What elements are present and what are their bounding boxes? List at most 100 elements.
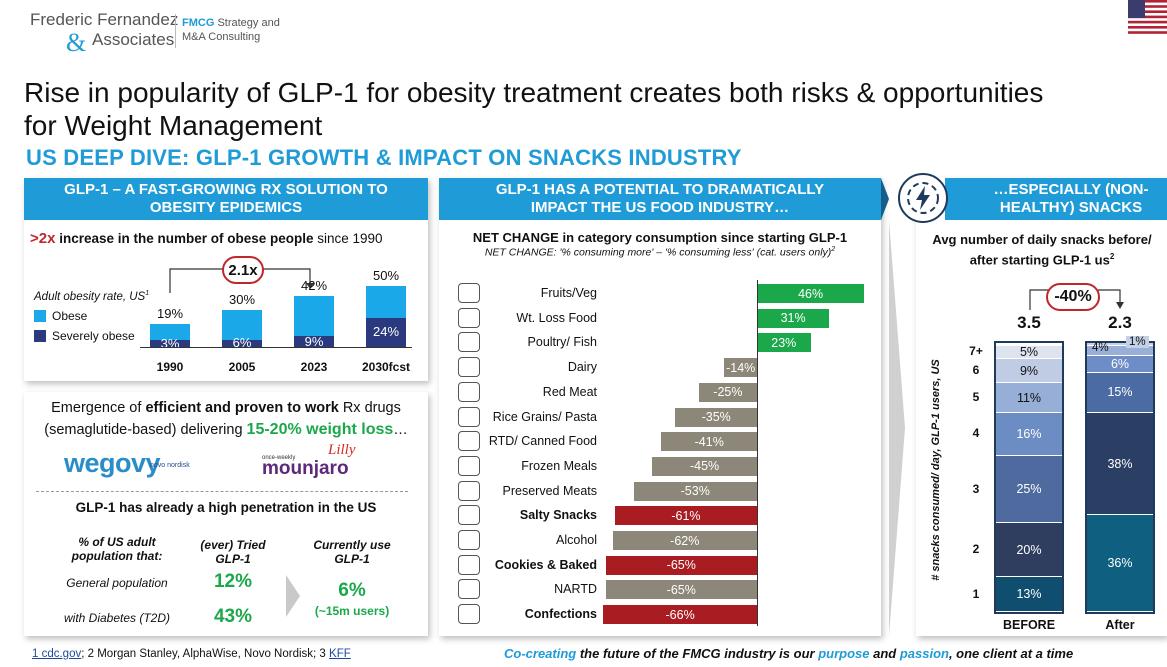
mid-chart-title: NET CHANGE in category consumption since… [472, 230, 848, 245]
stack-bar-frame [994, 341, 1064, 614]
category-label: Wt. Loss Food [516, 310, 597, 325]
level-tick: 4 [972, 426, 980, 441]
stack-callout: 4% [1092, 342, 1109, 354]
obesity-band: GLP-1 – A FAST-GROWING RX SOLUTION TO OB… [24, 178, 428, 220]
level-tick: 2 [972, 542, 980, 557]
category-icon [458, 505, 480, 526]
stack-callout: 1% [1126, 336, 1149, 348]
stack-segment: 20% [996, 523, 1062, 578]
category-bar: -14% [724, 358, 757, 378]
stack-segment: 38% [1087, 412, 1153, 516]
logo-tagline: FMCG Strategy and [182, 17, 280, 29]
category-label: Poultry/ Fish [527, 335, 597, 350]
category-label: Rice Grains/ Pasta [492, 409, 597, 424]
sources: 1 cdc.gov; 2 Morgan Stanley, AlphaWise, … [32, 648, 351, 660]
logo-tagline-2: M&A Consulting [182, 31, 261, 43]
table-row-label: with Diabetes (T2D) [63, 611, 171, 625]
table-row-tried: 12% [213, 571, 253, 592]
obese-bar-label: 50% [372, 268, 400, 283]
severe-bar-label: 24% [372, 324, 400, 340]
legend-swatch-obese [34, 310, 46, 322]
food-impact-band: GLP-1 HAS A POTENTIAL TO DRAMATICALLY IM… [439, 178, 881, 220]
footer-tagline: Co-creating the future of the FMCG indus… [504, 646, 1074, 661]
current-use-value: 6% [338, 580, 366, 601]
year-label: 2030fcst [361, 360, 411, 374]
category-icon [458, 307, 480, 328]
logo-ampersand: & [66, 28, 87, 57]
category-bar: -25% [698, 382, 757, 402]
source-link-cdc[interactable]: 1 cdc.gov [32, 648, 82, 660]
obesity-axis [140, 347, 412, 348]
penetration-title: GLP-1 has already a high penetration in … [75, 500, 377, 515]
obesity-chart: 3% 19% 1990 6% 30% 2005 9% 42% 2023 24% 50% 2030fcs… [0, 0, 410, 374]
stack-segment: 15% [1087, 372, 1153, 413]
stack-segment: 13% [996, 577, 1062, 612]
legend-title: Adult obesity rate, US1 [34, 290, 150, 303]
stack-segment: 16% [996, 412, 1062, 456]
stack-segment: 5% [996, 345, 1062, 360]
current-use-note: (~15m users) [314, 604, 390, 618]
severe-bar [150, 340, 190, 347]
stack-segment: 11% [996, 383, 1062, 413]
obesity-headline: >2x increase in the number of obese peop… [30, 230, 383, 247]
logo-text: Frederic Fernandez [30, 10, 179, 29]
source-link-kff[interactable]: KFF [329, 648, 351, 660]
growth-badge: 2.1x [222, 256, 264, 284]
lightning-icon [898, 173, 948, 223]
category-label: NARTD [554, 582, 597, 597]
obese-bar-label: 19% [156, 305, 184, 321]
mounjaro-logo: mounjaro [262, 458, 349, 479]
category-bar: -41% [661, 432, 757, 452]
drugs-divider [36, 491, 408, 492]
category-label: Cookies & Baked [494, 557, 597, 572]
wegovy-logo: wegovy [64, 448, 161, 478]
category-bar: -53% [633, 481, 757, 501]
category-bar: -65% [605, 580, 757, 600]
zero-axis [757, 280, 758, 626]
page-subtitle: US DEEP DIVE: GLP-1 GROWTH & IMPACT ON S… [26, 145, 742, 170]
year-label: 1990 [156, 360, 184, 374]
category-label: Fruits/Veg [540, 286, 597, 300]
table-header-population: % of US adult population that: [71, 535, 163, 563]
category-icon [458, 530, 480, 550]
band-arrow [881, 178, 889, 220]
category-bar: -62% [612, 531, 757, 550]
legend-label-severe: Severely obese [52, 329, 135, 343]
total-before: 3.5 [1017, 313, 1041, 332]
severe-bar [294, 336, 334, 347]
category-icon [458, 604, 480, 625]
severe-bar-label: 6% [232, 335, 252, 351]
category-label: Preserved Meats [502, 483, 597, 498]
category-bar: -66% [603, 605, 757, 625]
drugs-panel [24, 392, 428, 636]
stack-segment [1087, 343, 1153, 346]
reduction-badge: -40% [1046, 283, 1100, 311]
page-title: Rise in popularity of GLP-1 for obesity … [24, 77, 1044, 141]
snacks-y-axis-label: # snacks consumed/ day, GLP-1 users, US [930, 359, 942, 581]
stack-x-label: BEFORE [1002, 618, 1056, 632]
level-tick: 7+ [969, 344, 983, 359]
year-label: 2023 [300, 360, 328, 374]
table-header-current: Currently use GLP-1 [313, 538, 391, 566]
category-bar: 23% [757, 333, 811, 353]
severe-bar-label: 3% [160, 335, 180, 351]
category-icon [458, 480, 480, 501]
stack-segment: 25% [996, 455, 1062, 524]
mounjaro-tag: once-weekly [262, 455, 296, 461]
category-label: Frozen Meals [521, 458, 597, 473]
category-bar: -65% [605, 555, 757, 575]
mid-chart-subtitle: NET CHANGE: '% consuming more' – '% cons… [484, 246, 836, 259]
drugs-text: Emergence of efficient and proven to wor… [44, 400, 408, 438]
table-header-tried: (ever) Tried GLP-1 [200, 538, 266, 566]
category-icon [458, 431, 480, 452]
legend-swatch-severe [34, 330, 46, 342]
category-bar: 46% [757, 284, 865, 303]
lilly-logo: Lilly [328, 442, 356, 458]
category-bar: -61% [614, 506, 757, 526]
obese-bar-label: 42% [300, 277, 328, 293]
category-bar: 31% [757, 308, 830, 328]
level-tick: 3 [972, 481, 980, 496]
category-icon [458, 579, 480, 600]
severe-bar-label: 9% [304, 333, 324, 349]
category-label: Red Meat [542, 384, 597, 399]
